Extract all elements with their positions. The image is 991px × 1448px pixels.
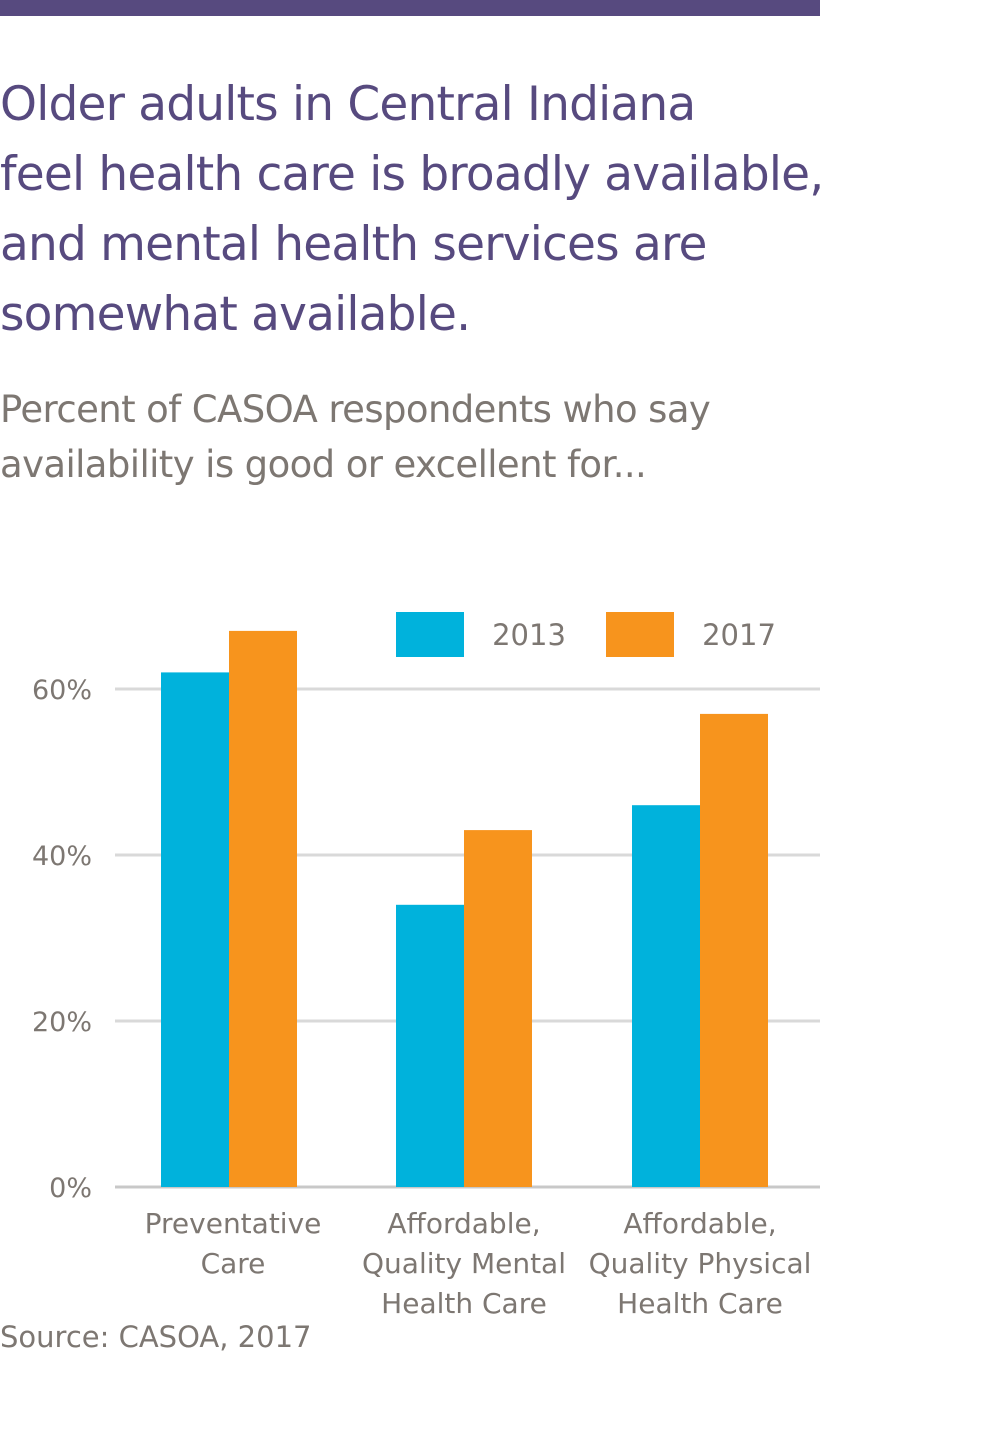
- x-category-label: Preventative: [145, 1207, 322, 1240]
- bar-2017-1: [229, 630, 297, 1187]
- subtitle: Percent of CASOA respondents who say ava…: [0, 382, 820, 492]
- top-accent-bar: [0, 0, 820, 16]
- bar-chart: 0% 20% 40% 60% Preventative Care Affordable, Qu…: [32, 612, 820, 1320]
- x-category-label: Health Care: [617, 1287, 783, 1320]
- x-category-label: Quality Mental: [362, 1247, 566, 1280]
- legend-swatch-2013: [396, 612, 464, 657]
- headline-line: Older adults in Central Indiana: [0, 77, 696, 132]
- legend-label-2017: 2017: [702, 618, 776, 652]
- legend-swatch-2017: [606, 612, 674, 657]
- x-category-label: Affordable,: [387, 1207, 540, 1240]
- headline: Older adults in Central Indiana feel hea…: [0, 70, 830, 350]
- bar-2017-2: [464, 830, 532, 1187]
- y-tick-label: 40%: [32, 841, 92, 872]
- x-category-label: Health Care: [381, 1287, 547, 1320]
- headline-line: and mental health services are: [0, 217, 707, 272]
- headline-line: feel health care is broadly available,: [0, 147, 824, 202]
- x-category-label: Affordable,: [623, 1207, 776, 1240]
- bar-2013-2: [396, 904, 464, 1187]
- y-tick-label: 20%: [32, 1007, 92, 1038]
- bar-2013-3: [632, 805, 700, 1187]
- legend-label-2013: 2013: [492, 618, 566, 652]
- bar-2013-1: [161, 672, 229, 1187]
- bar-2017-3: [700, 713, 768, 1187]
- x-category-label: Care: [201, 1247, 266, 1280]
- headline-line: somewhat available.: [0, 287, 471, 342]
- x-category-label: Quality Physical: [589, 1247, 812, 1280]
- y-tick-label: 0%: [49, 1173, 92, 1204]
- subtitle-line: availability is good or excellent for...: [0, 443, 647, 486]
- subtitle-line: Percent of CASOA respondents who say: [0, 388, 711, 431]
- source-note: Source: CASOA, 2017: [0, 1320, 312, 1354]
- y-tick-label: 60%: [32, 675, 92, 706]
